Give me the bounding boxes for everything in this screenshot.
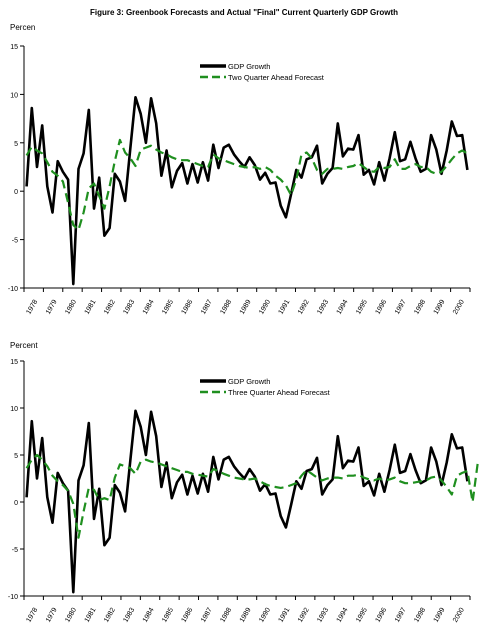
x-tick-label: 1980 [64,607,78,624]
legend-label: GDP Growth [228,377,270,386]
x-tick-label: 1998 [413,299,427,316]
x-tick-label: 1991 [278,607,292,624]
x-tick-label: 1987 [200,299,214,316]
x-tick-label: 1990 [258,299,272,316]
y-axis-label: Percent [10,341,38,350]
x-tick-label: 1998 [413,607,427,624]
x-tick-label: 1997 [394,299,408,316]
x-tick-label: 1999 [433,607,447,624]
y-tick-label: 5 [14,141,18,148]
forecast-line [25,138,468,231]
y-tick-label: 15 [10,359,18,366]
x-tick-label: 1993 [316,607,330,624]
x-tick-label: 1984 [142,607,156,624]
x-tick-label: 1993 [316,299,330,316]
y-tick-label: 0 [14,189,18,196]
x-tick-label: 1978 [25,299,39,316]
x-tick-label: 1995 [355,607,369,624]
x-tick-label: 1986 [181,299,195,316]
legend-label: GDP Growth [228,62,270,71]
x-tick-label: 1980 [64,299,78,316]
x-tick-label: 2000 [452,299,466,316]
gdp-growth-line [25,96,469,286]
x-tick-label: 1989 [239,607,253,624]
y-tick-label: -5 [12,547,18,554]
y-tick-label: 15 [10,44,18,51]
x-tick-label: 1989 [239,299,253,316]
figure-title: Figure 3: Greenbook Forecasts and Actual… [89,8,399,17]
y-tick-label: 0 [14,500,18,507]
y-tick-label: -5 [12,238,18,245]
x-tick-label: 1979 [45,607,59,624]
x-tick-label: 1982 [103,299,117,316]
legend-label: Two Quarter Ahead Forecast [228,73,325,82]
x-tick-label: 1991 [278,299,292,316]
gdp-growth-line [25,409,469,594]
x-tick-label: 1985 [161,299,175,316]
x-tick-label: 1995 [355,299,369,316]
y-tick-label: 5 [14,453,18,460]
x-tick-label: 1985 [161,607,175,624]
x-tick-label: 1982 [103,607,117,624]
x-tick-label: 1988 [219,607,233,624]
y-tick-label: 10 [10,92,18,99]
x-tick-label: 2000 [452,607,466,624]
x-tick-label: 1994 [336,607,350,624]
x-tick-label: 1992 [297,299,311,316]
forecast-line [25,453,479,539]
x-tick-label: 1988 [219,299,233,316]
y-tick-label: 10 [10,406,18,413]
x-tick-label: 1983 [122,299,136,316]
x-tick-label: 1992 [297,607,311,624]
x-tick-label: 1983 [122,607,136,624]
x-tick-label: 1986 [181,607,195,624]
y-axis-label: Percen [10,23,35,32]
y-tick-label: -10 [8,594,18,601]
x-tick-label: 1999 [433,299,447,316]
x-tick-label: 1981 [84,607,98,624]
y-tick-label: -10 [8,286,18,293]
x-tick-label: 1984 [142,299,156,316]
x-tick-label: 1981 [84,299,98,316]
x-tick-label: 1979 [45,299,59,316]
x-tick-label: 1987 [200,607,214,624]
x-tick-label: 1997 [394,607,408,624]
x-tick-label: 1978 [25,607,39,624]
x-tick-label: 1994 [336,299,350,316]
legend-label: Three Quarter Ahead Forecast [228,388,331,397]
x-tick-label: 1996 [375,607,389,624]
x-tick-label: 1990 [258,607,272,624]
x-tick-label: 1996 [375,299,389,316]
